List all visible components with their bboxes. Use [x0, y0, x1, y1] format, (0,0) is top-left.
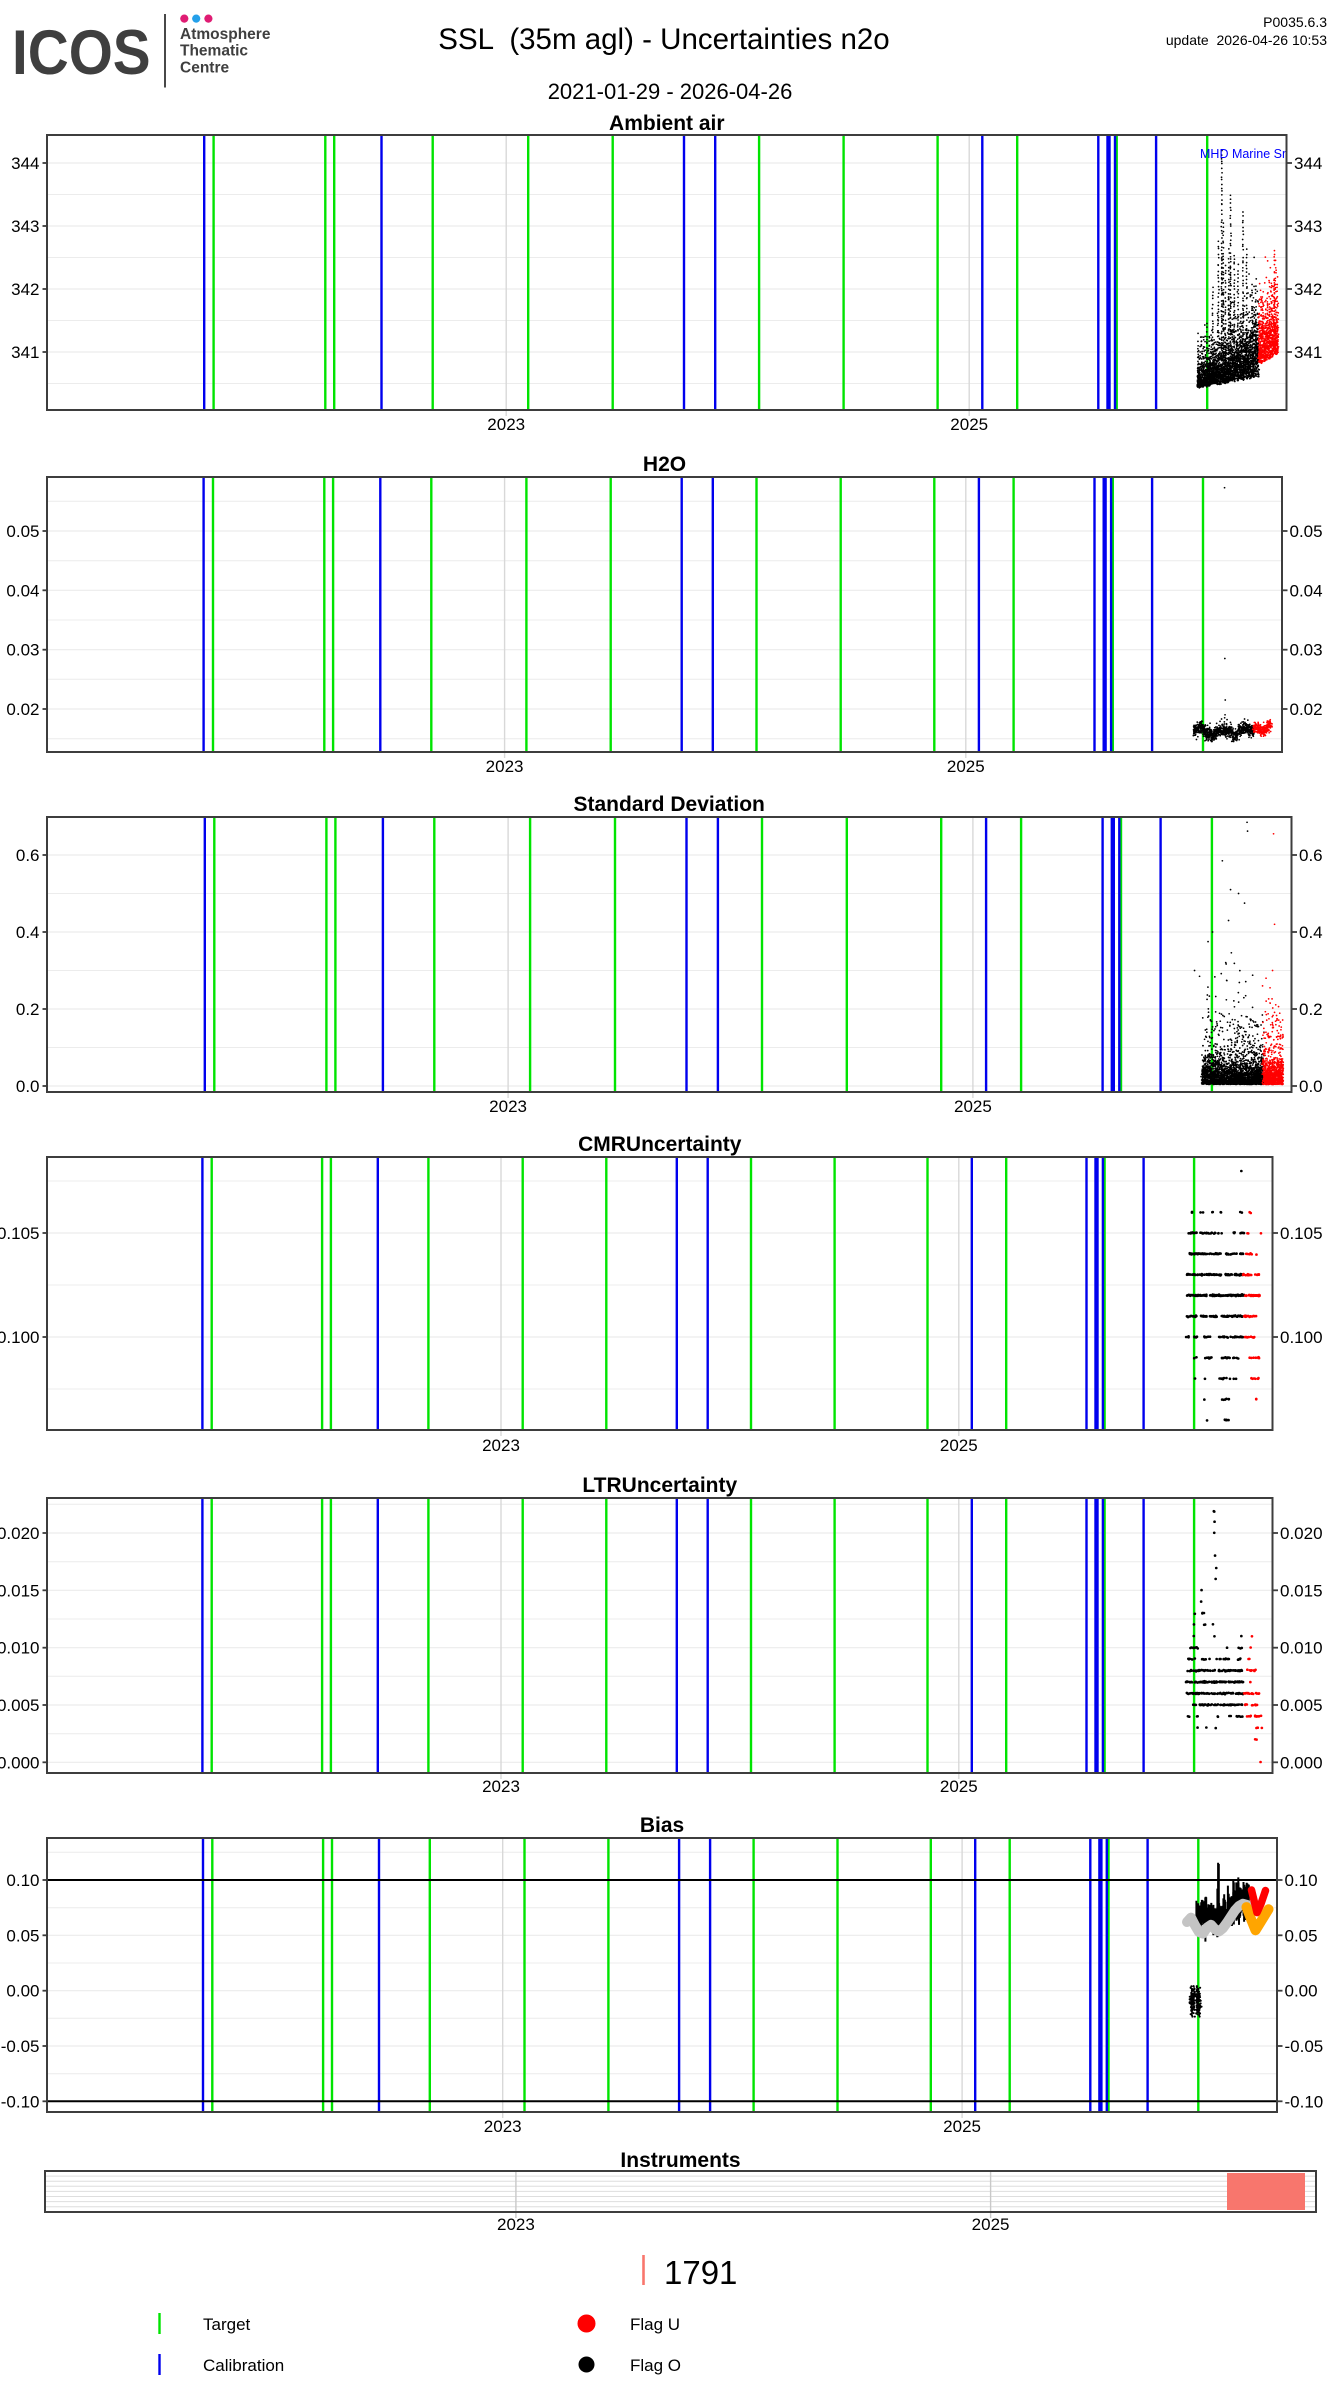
svg-text:2025: 2025: [943, 2117, 981, 2136]
svg-text:344: 344: [11, 154, 39, 173]
svg-text:update 2026-04-26 10:53: update 2026-04-26 10:53: [1166, 32, 1327, 48]
svg-text:0.000: 0.000: [0, 1753, 40, 1772]
svg-text:343: 343: [1294, 217, 1322, 236]
svg-text:LTRUncertainty: LTRUncertainty: [582, 1474, 737, 1497]
svg-text:0.00: 0.00: [1285, 1982, 1318, 2001]
svg-text:Target: Target: [203, 2315, 251, 2334]
svg-text:0.05: 0.05: [1285, 1926, 1318, 1945]
svg-text:2023: 2023: [489, 1097, 527, 1116]
svg-text:2023: 2023: [482, 1777, 520, 1796]
svg-text:2025: 2025: [954, 1097, 992, 1116]
svg-text:0.000: 0.000: [1280, 1753, 1323, 1772]
svg-text:2021-01-29 - 2026-04-26: 2021-01-29 - 2026-04-26: [548, 79, 793, 104]
svg-text:0.6: 0.6: [1299, 846, 1323, 865]
svg-text:344: 344: [1294, 154, 1322, 173]
svg-text:2025: 2025: [947, 757, 985, 776]
svg-text:342: 342: [11, 280, 39, 299]
svg-text:2023: 2023: [482, 1436, 520, 1455]
svg-text:0.010: 0.010: [0, 1639, 40, 1658]
svg-text:0.02: 0.02: [1290, 700, 1323, 719]
svg-text:341: 341: [11, 343, 39, 362]
svg-text:0.03: 0.03: [6, 641, 39, 660]
svg-text:0.05: 0.05: [6, 522, 39, 541]
svg-text:2025: 2025: [950, 415, 988, 434]
svg-text:P0035.6.3: P0035.6.3: [1263, 14, 1327, 30]
svg-text:Thematic: Thematic: [180, 43, 248, 60]
svg-text:0.05: 0.05: [1290, 522, 1323, 541]
svg-text:0.100: 0.100: [1280, 1328, 1323, 1347]
svg-text:-0.10: -0.10: [1, 2092, 40, 2111]
svg-text:1791: 1791: [664, 2254, 737, 2291]
svg-text:Standard Deviation: Standard Deviation: [574, 793, 765, 816]
svg-text:Calibration: Calibration: [203, 2356, 284, 2375]
svg-text:341: 341: [1294, 343, 1322, 362]
svg-text:0.015: 0.015: [1280, 1581, 1323, 1600]
svg-text:0.005: 0.005: [1280, 1696, 1323, 1715]
svg-text:-0.10: -0.10: [1285, 2092, 1324, 2111]
svg-text:2023: 2023: [487, 415, 525, 434]
svg-text:2025: 2025: [972, 2215, 1010, 2234]
svg-text:0.03: 0.03: [1290, 641, 1323, 660]
svg-text:CMRUncertainty: CMRUncertainty: [578, 1133, 742, 1156]
svg-text:0.005: 0.005: [0, 1696, 40, 1715]
svg-text:2023: 2023: [497, 2215, 535, 2234]
svg-text:Ambient air: Ambient air: [609, 112, 725, 135]
svg-text:0.2: 0.2: [16, 1000, 40, 1019]
svg-text:0.015: 0.015: [0, 1581, 40, 1600]
svg-text:0.100: 0.100: [0, 1328, 40, 1347]
svg-text:0.020: 0.020: [1280, 1524, 1323, 1543]
svg-text:342: 342: [1294, 280, 1322, 299]
svg-text:0.02: 0.02: [6, 700, 39, 719]
svg-text:Bias: Bias: [640, 1814, 684, 1837]
svg-text:0.105: 0.105: [0, 1224, 40, 1243]
svg-text:2025: 2025: [940, 1777, 978, 1796]
svg-text:Centre: Centre: [180, 59, 229, 76]
svg-text:Flag U: Flag U: [630, 2315, 680, 2334]
svg-text:Flag O: Flag O: [630, 2356, 681, 2375]
svg-text:0.4: 0.4: [1299, 923, 1323, 942]
svg-text:Atmosphere: Atmosphere: [180, 26, 271, 43]
svg-text:Instruments: Instruments: [620, 2149, 740, 2172]
svg-text:0.0: 0.0: [16, 1077, 40, 1096]
svg-text:0.105: 0.105: [1280, 1224, 1323, 1243]
svg-text:0.0: 0.0: [1299, 1077, 1323, 1096]
svg-text:0.04: 0.04: [1290, 581, 1323, 600]
svg-text:0.4: 0.4: [16, 923, 40, 942]
svg-text:-0.05: -0.05: [1285, 2037, 1324, 2056]
svg-text:-0.05: -0.05: [1, 2037, 40, 2056]
svg-text:0.2: 0.2: [1299, 1000, 1323, 1019]
svg-text:0.10: 0.10: [6, 1871, 39, 1890]
svg-text:0.010: 0.010: [1280, 1639, 1323, 1658]
svg-text:0.05: 0.05: [6, 1926, 39, 1945]
svg-text:SSL (35m agl) - Uncertainties: SSL (35m agl) - Uncertainties n2o: [438, 23, 889, 56]
svg-text:2023: 2023: [484, 2117, 522, 2136]
svg-text:0.020: 0.020: [0, 1524, 40, 1543]
svg-text:2023: 2023: [486, 757, 524, 776]
svg-text:0.00: 0.00: [6, 1982, 39, 2001]
svg-text:0.6: 0.6: [16, 846, 40, 865]
svg-text:0.04: 0.04: [6, 581, 39, 600]
svg-text:MHD Marine Smoothed: MHD Marine Smoothed: [1200, 147, 1331, 161]
svg-text:H2O: H2O: [643, 453, 686, 476]
svg-text:343: 343: [11, 217, 39, 236]
svg-text:2025: 2025: [940, 1436, 978, 1455]
svg-text:ICOS: ICOS: [12, 17, 151, 87]
svg-text:0.10: 0.10: [1285, 1871, 1318, 1890]
